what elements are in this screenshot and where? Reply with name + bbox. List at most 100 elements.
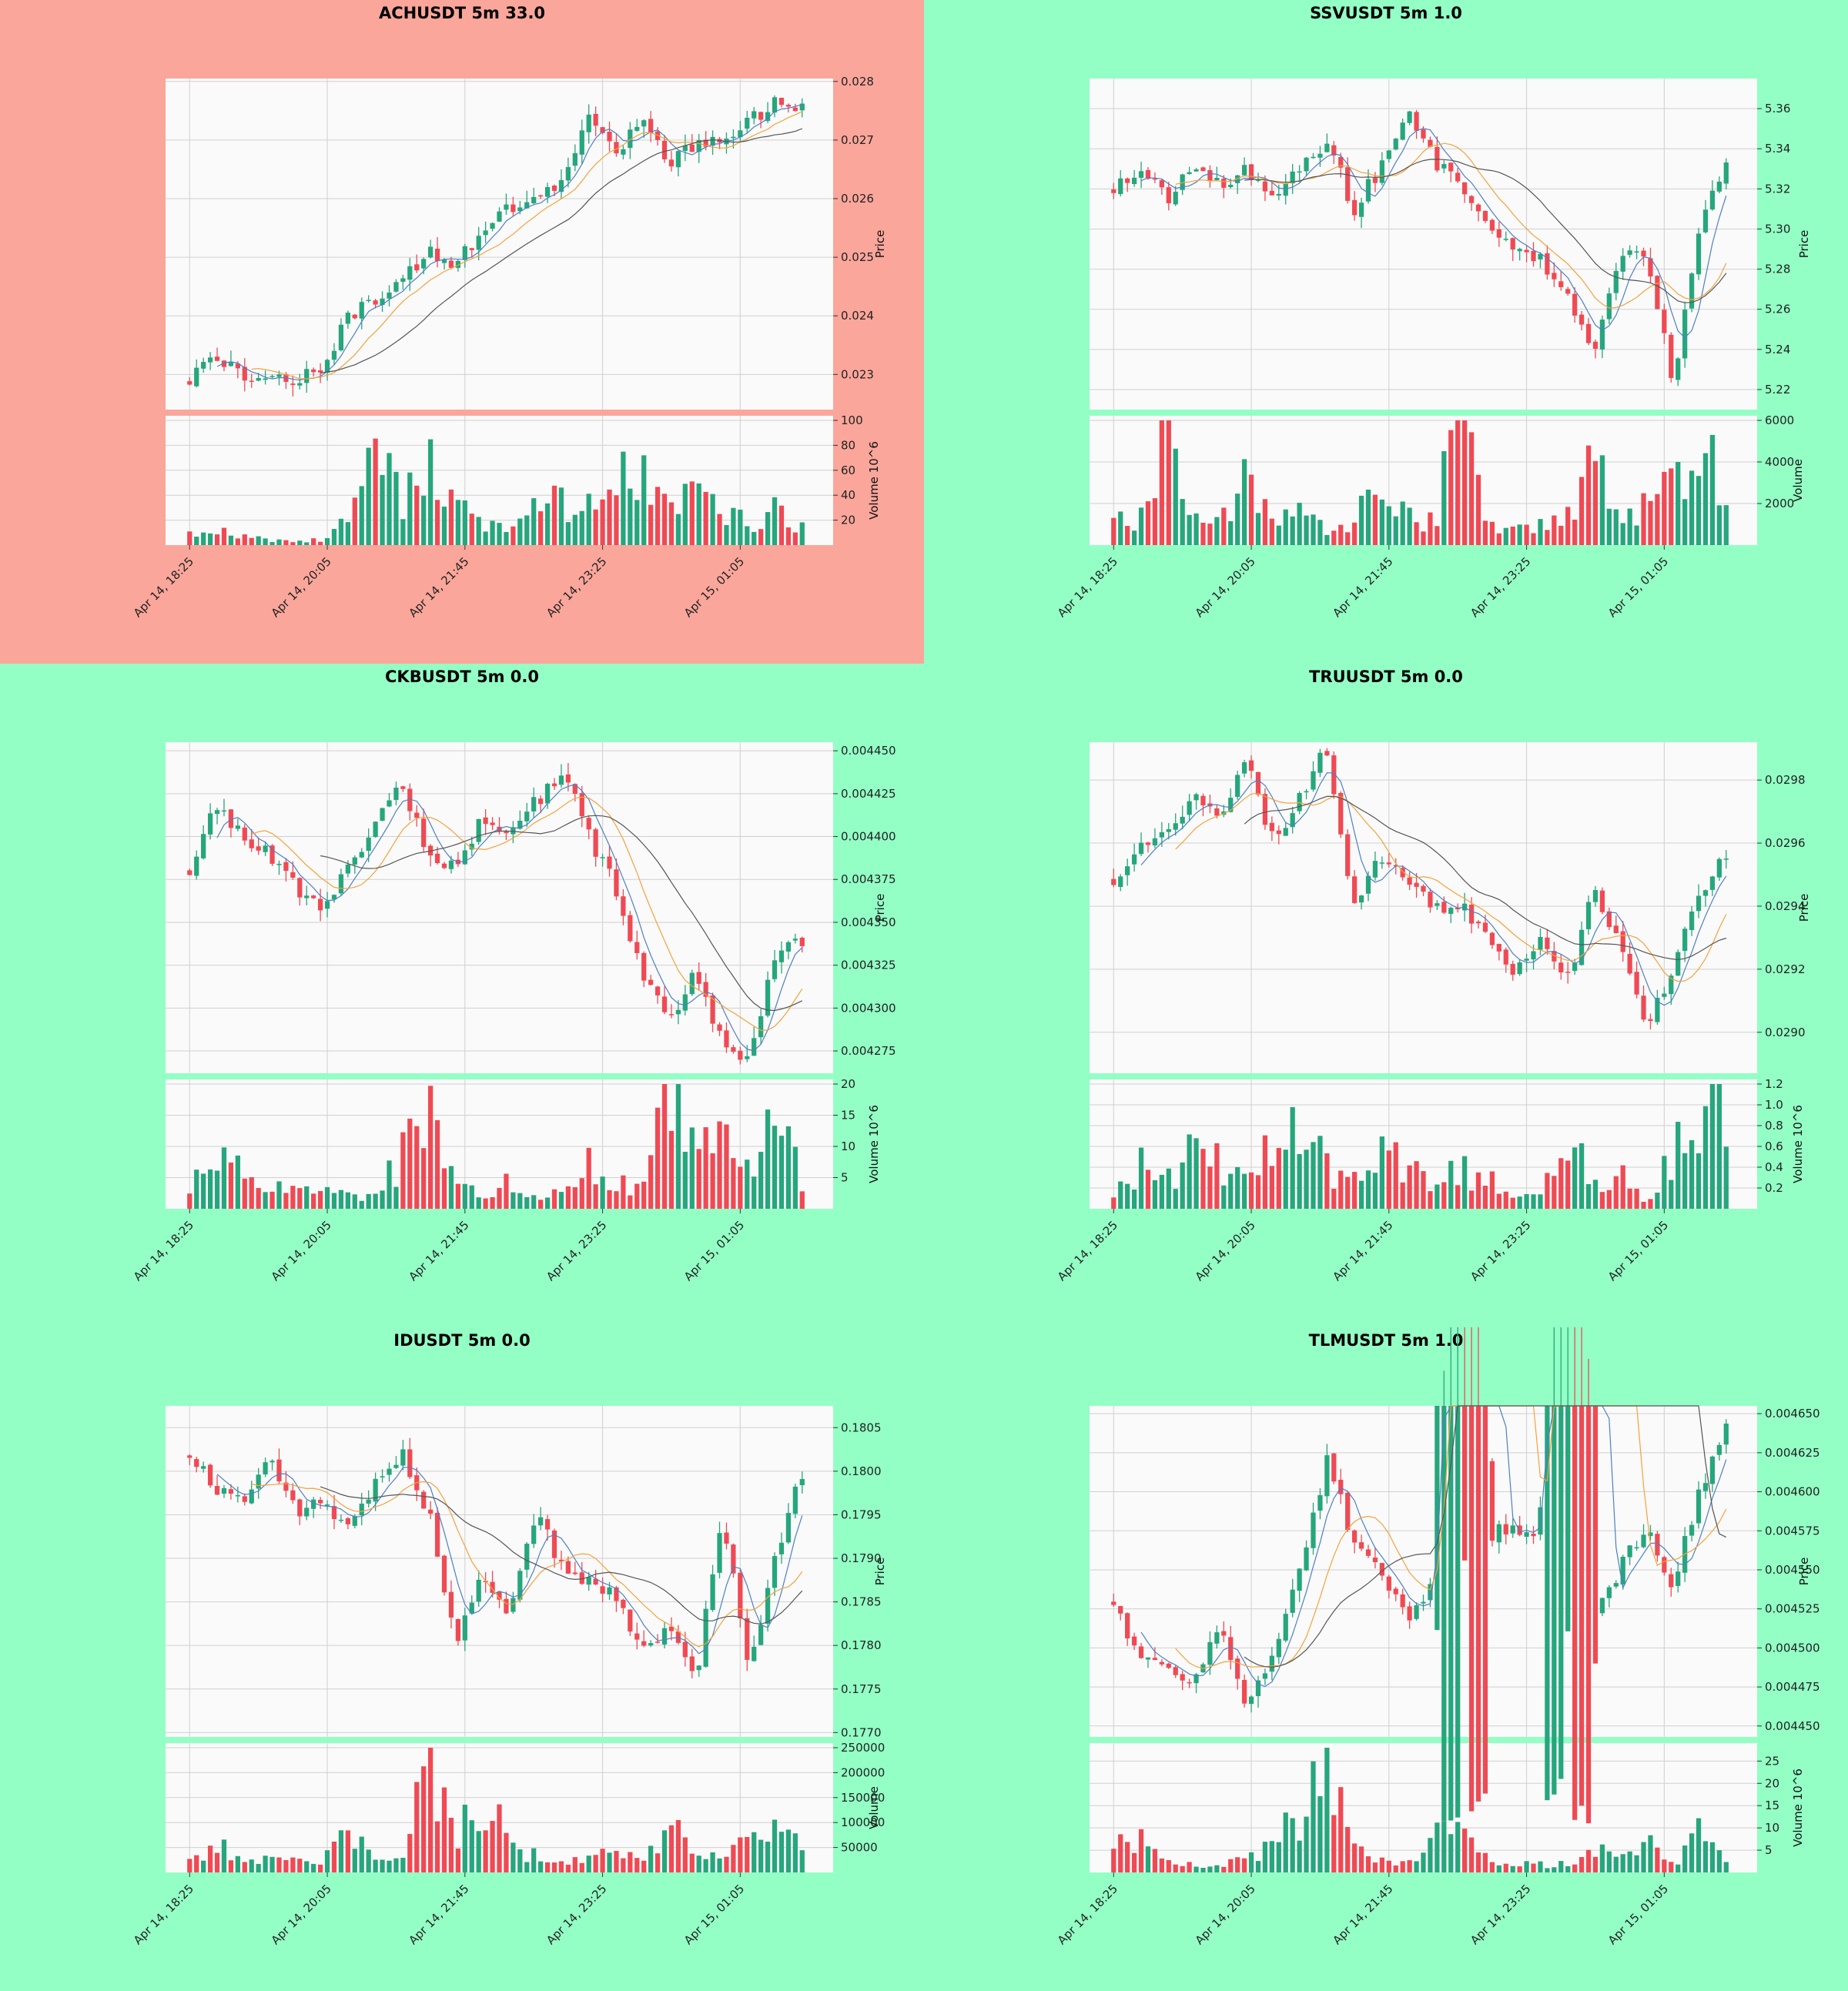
candle-body — [1641, 996, 1646, 1020]
candle-body — [1585, 323, 1592, 343]
volume-bar — [242, 534, 247, 545]
chart-svg: CKBUSDT 5m 0.0 0.004450 0.004425 0.004400 0.… — [131, 668, 896, 1283]
volume-bar — [235, 1855, 240, 1872]
candle-body — [1407, 877, 1412, 885]
candle-body — [758, 1625, 764, 1645]
candle-body — [201, 1466, 206, 1469]
candle-body — [1496, 943, 1502, 952]
candle-body — [1311, 156, 1316, 159]
candle-body — [1351, 199, 1358, 216]
candle-body — [441, 863, 447, 868]
candle-body — [586, 114, 591, 132]
volume-bar — [1345, 1826, 1351, 1872]
volume-bar — [1627, 1188, 1632, 1209]
candle-body — [1545, 253, 1550, 275]
volume-bar — [1655, 494, 1660, 545]
candle-body — [607, 856, 612, 869]
volume-bar — [304, 1861, 310, 1872]
candle-body — [1414, 1605, 1419, 1619]
candle-body — [242, 827, 247, 841]
candle-body — [283, 1482, 289, 1491]
volume-bar — [1159, 420, 1164, 545]
volume-bar — [504, 1173, 509, 1209]
candle-body — [1592, 890, 1599, 902]
candle-body — [1552, 273, 1557, 279]
volume-tick-label: 150000 — [841, 1791, 885, 1805]
candle-body — [1180, 816, 1185, 824]
candle-body — [600, 1586, 605, 1594]
candle-body — [421, 818, 427, 848]
volume-bar — [531, 1195, 537, 1209]
candle-body — [703, 139, 708, 147]
price-tick-label: 0.004325 — [841, 959, 896, 972]
volume-bar — [427, 1086, 434, 1209]
candle-body — [579, 1572, 584, 1584]
candle-body — [738, 1050, 743, 1060]
volume-bar — [455, 1848, 460, 1872]
candle-body — [352, 314, 357, 319]
volume-bar — [1503, 527, 1508, 545]
volume-bar — [538, 1861, 544, 1872]
candle-body — [1269, 822, 1274, 832]
candle-body — [221, 360, 227, 367]
candle-body — [1283, 183, 1288, 196]
volume-bar — [1241, 1173, 1247, 1209]
volume-bar — [235, 1155, 240, 1209]
price-tick-label: 5.26 — [1765, 303, 1790, 316]
candle-body — [614, 1587, 619, 1601]
volume-bar — [1662, 1156, 1667, 1209]
x-tick-label: Apr 15, 01:05 — [1605, 1882, 1671, 1947]
candle-body — [792, 939, 798, 941]
volume-bar — [1682, 1845, 1688, 1872]
volume-bar — [1173, 448, 1178, 545]
volume-bar — [345, 1830, 350, 1872]
candle-body — [551, 186, 557, 191]
volume-bar — [1682, 1153, 1688, 1209]
volume-bar — [1111, 517, 1116, 545]
volume-axis-label: Volume 10^6 — [867, 1105, 881, 1183]
volume-bar — [1297, 503, 1302, 545]
candle-body — [1386, 150, 1391, 159]
volume-bar — [1187, 1134, 1192, 1209]
candle-body — [511, 204, 516, 212]
volume-bar — [628, 488, 633, 545]
candle-body — [331, 1506, 337, 1520]
candle-body — [249, 839, 254, 848]
volume-tick-label: 20 — [841, 1077, 855, 1091]
candle-body — [469, 843, 474, 850]
volume-bar — [696, 1149, 701, 1209]
candle-body — [352, 857, 357, 865]
candle-body — [538, 798, 544, 805]
candle-body — [380, 298, 385, 306]
volume-tick-label: 100 — [841, 413, 863, 427]
volume-bar — [1241, 1858, 1247, 1872]
volume-bar — [1166, 420, 1171, 545]
volume-bar — [1592, 1856, 1599, 1872]
candle-body — [1407, 111, 1412, 123]
candle-body — [427, 246, 434, 258]
volume-bar — [345, 1192, 350, 1209]
candle-body — [572, 1572, 578, 1574]
volume-bar — [668, 1825, 675, 1872]
candle-body — [345, 865, 350, 874]
volume-bar — [1689, 470, 1695, 545]
candle-body — [1324, 143, 1330, 152]
volume-bar — [1578, 1143, 1585, 1209]
candle-body — [1435, 146, 1440, 171]
moving-average-line — [251, 111, 803, 380]
candle-body — [799, 103, 805, 111]
volume-bar — [1331, 1188, 1337, 1209]
volume-bar — [1311, 514, 1316, 545]
volume-bar — [1531, 1863, 1536, 1872]
candle-body — [221, 810, 227, 812]
candle-body — [317, 370, 323, 373]
volume-bar — [717, 514, 722, 545]
candle-body — [1276, 193, 1281, 196]
volume-bar — [572, 1857, 578, 1872]
price-tick-label: 0.0290 — [1765, 1026, 1806, 1039]
candle-body — [738, 130, 743, 138]
volume-bar — [724, 1124, 729, 1209]
candle-body — [214, 810, 220, 815]
candle-body — [1304, 157, 1309, 172]
